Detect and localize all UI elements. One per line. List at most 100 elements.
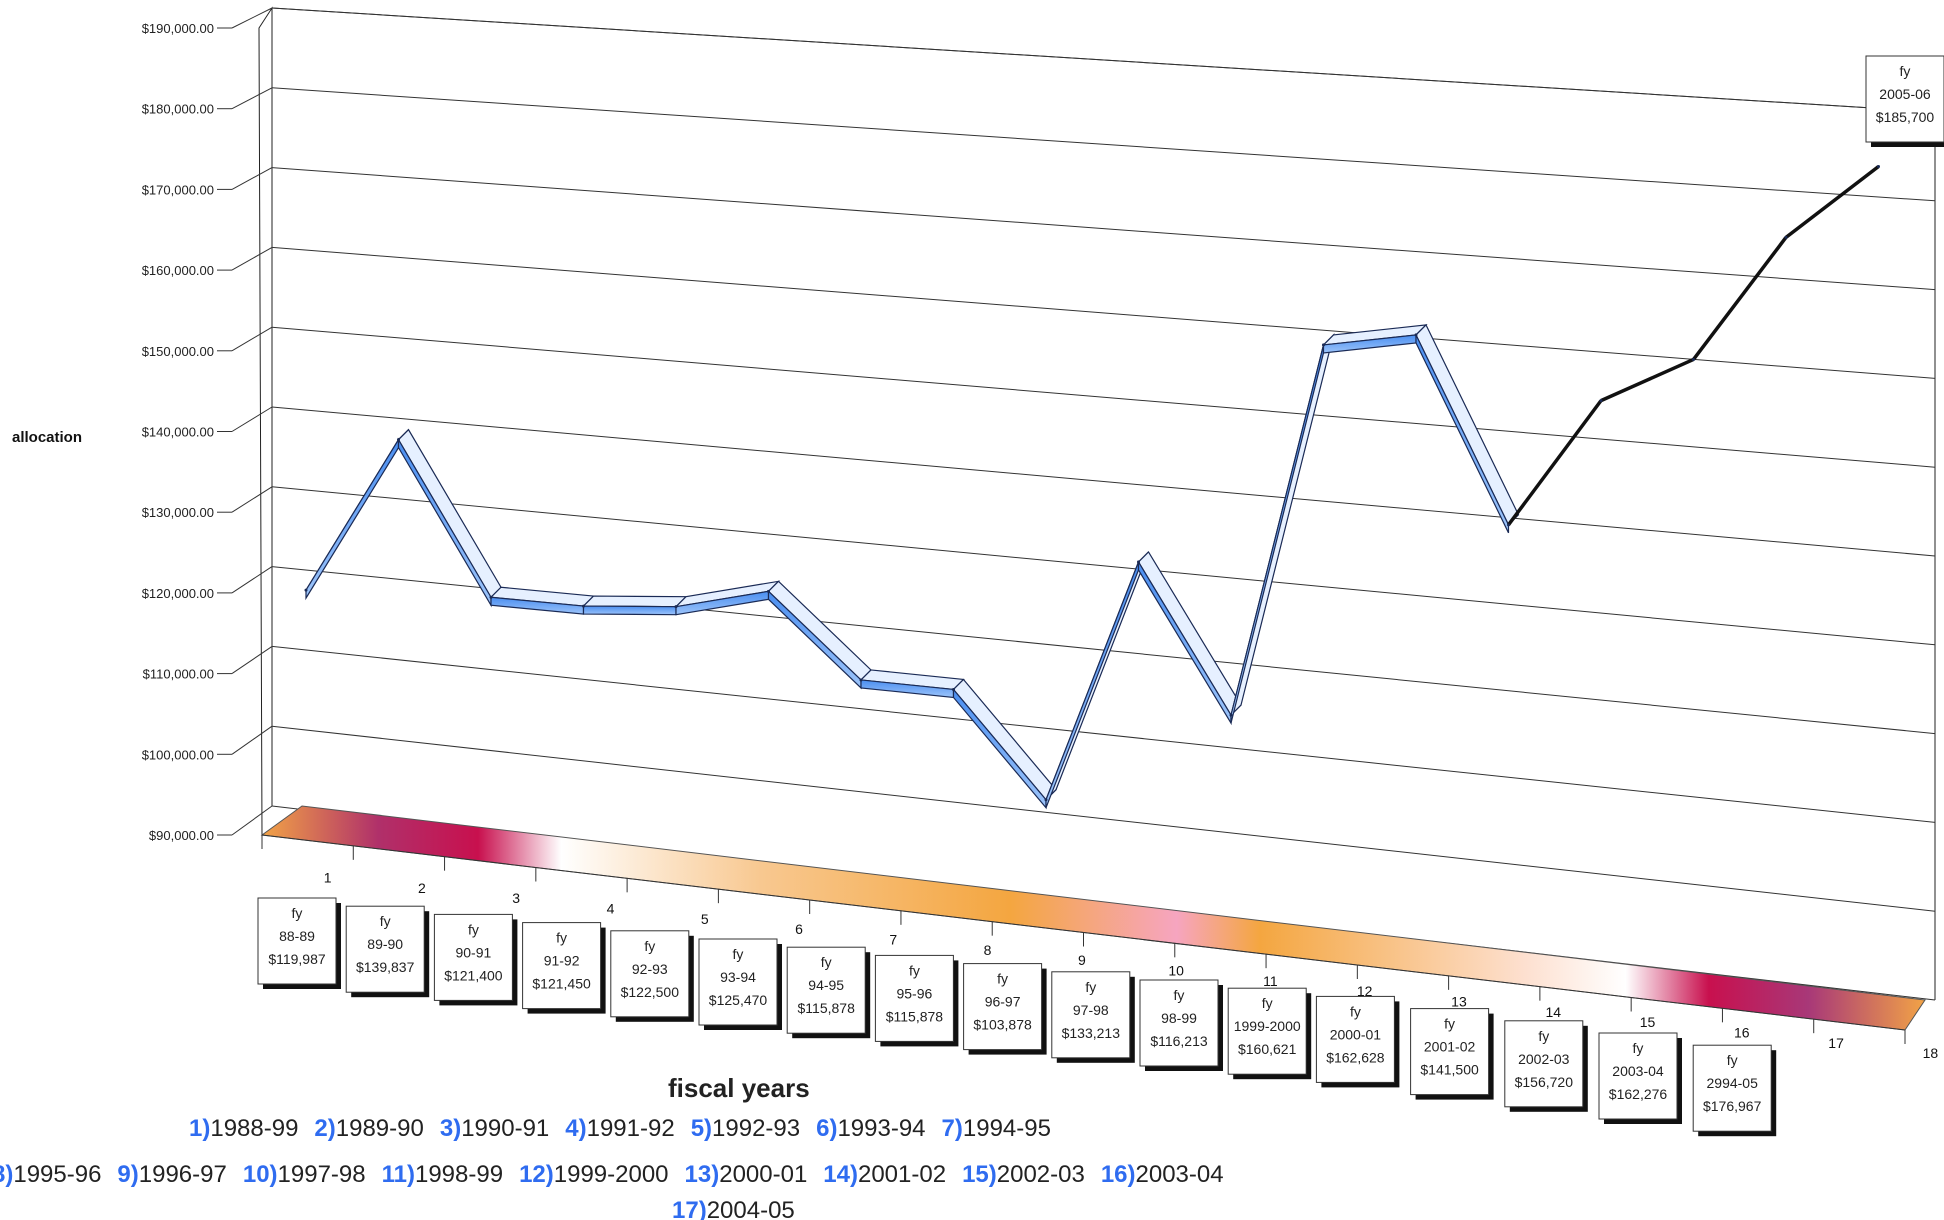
y-tick-connector — [231, 326, 273, 352]
y-tick-label: $170,000.00 — [142, 182, 214, 197]
callout-text: $121,450 — [532, 976, 591, 992]
callout-box — [433, 913, 513, 1001]
x-tick-label: 9 — [1078, 952, 1086, 968]
gridline — [271, 87, 1936, 202]
series-point — [1044, 798, 1048, 802]
legend-year: 1992-93 — [712, 1115, 800, 1142]
legend-number: 11) — [382, 1161, 415, 1188]
legend-year: 1989-90 — [336, 1115, 424, 1142]
callout-box — [1315, 995, 1395, 1083]
callout-text: $116,213 — [1150, 1033, 1208, 1049]
callout-text: fy — [1727, 1052, 1738, 1068]
series-segment-line — [1507, 399, 1603, 526]
callout-text: fy — [1444, 1016, 1455, 1032]
series-segment-side — [582, 605, 677, 616]
legend-year: 1994-95 — [963, 1115, 1051, 1142]
legend-number: 10) — [243, 1161, 278, 1188]
callout-box — [698, 938, 778, 1026]
callout-text: $162,628 — [1326, 1049, 1385, 1065]
callout-text: 93-94 — [720, 969, 756, 985]
series-point — [304, 588, 308, 592]
legend: 1)1988-99 2)1989-90 3)1990-91 4)1991-92 5)19… — [0, 1115, 1224, 1220]
gridline — [271, 725, 1936, 912]
legend-number: 2) — [314, 1115, 335, 1142]
series-segment-top — [952, 678, 1057, 801]
y-tick-label: $120,000.00 — [142, 586, 214, 601]
callout-box — [1139, 979, 1219, 1067]
y-tick-connector — [231, 725, 273, 755]
callout-text: fy — [380, 913, 391, 929]
series-segment-top — [397, 428, 502, 599]
callout-text: 97-98 — [1073, 1002, 1109, 1018]
y-tick-label: $90,000.00 — [149, 828, 214, 843]
legend-number: 17) — [672, 1197, 707, 1220]
legend-number: 6) — [816, 1115, 837, 1142]
callout-text: 90-91 — [455, 944, 491, 960]
y-tick-connector — [231, 87, 273, 110]
series-point — [952, 687, 955, 691]
x-tick-label: 14 — [1545, 1004, 1561, 1020]
callout-text: 98-99 — [1161, 1010, 1197, 1026]
y-tick-label: $150,000.00 — [142, 344, 214, 359]
callout-text: 2002-03 — [1518, 1051, 1570, 1067]
callout-text: 2000-01 — [1330, 1026, 1382, 1042]
legend-number: 13) — [685, 1161, 720, 1188]
legend-year: 2004-05 — [707, 1197, 795, 1220]
y-axis: $90,000.00 $100,000.00 $110,000.00 $120,000… — [142, 7, 273, 843]
series-point — [1414, 333, 1418, 337]
callout-text: fy — [292, 905, 303, 921]
x-tick-label: 18 — [1923, 1045, 1939, 1061]
callout-text: fy — [733, 946, 744, 962]
series-segment-top — [1137, 551, 1242, 717]
legend-year: 1995-96 — [13, 1161, 101, 1188]
legend-year: 1997-98 — [278, 1161, 366, 1188]
legend-year: 2000-01 — [719, 1161, 807, 1188]
callout-text: $176,967 — [1703, 1098, 1762, 1114]
legend-year: 1993-94 — [837, 1115, 925, 1142]
callout-text: $160,621 — [1238, 1041, 1297, 1057]
callout-box — [1410, 1008, 1490, 1096]
legend-number: 4) — [565, 1115, 586, 1142]
gridline — [271, 326, 1936, 468]
callout-text: 96-97 — [985, 994, 1021, 1010]
callout-text: fy — [1633, 1040, 1644, 1056]
callout-text: $162,276 — [1609, 1086, 1668, 1102]
y-tick-connector — [231, 805, 273, 836]
y-tick-label: $190,000.00 — [142, 21, 214, 36]
legend-year: 2001-02 — [858, 1161, 946, 1188]
legend-number: 7) — [942, 1115, 963, 1142]
series-segment-side — [1045, 561, 1140, 808]
legend-year: 1998-99 — [415, 1161, 503, 1188]
callout-text: $115,878 — [798, 1000, 856, 1016]
callout-text: $121,400 — [444, 967, 503, 983]
y-tick-label: $160,000.00 — [142, 263, 214, 278]
callout-text: 95-96 — [896, 985, 932, 1001]
callout-text: $133,213 — [1062, 1025, 1121, 1041]
callout-text: $103,878 — [973, 1017, 1032, 1033]
callout-text: $156,720 — [1515, 1074, 1574, 1090]
legend-year: 1996-97 — [139, 1161, 227, 1188]
callout-text: 2001-02 — [1424, 1039, 1476, 1055]
callout-text: 88-89 — [279, 928, 315, 944]
gridline — [271, 406, 1936, 557]
callout-text: $185,700 — [1876, 109, 1935, 125]
x-tick-label: 2 — [418, 880, 426, 896]
callout-box — [610, 930, 690, 1018]
callout-text: fy — [909, 962, 920, 978]
x-tick-label: 10 — [1168, 962, 1184, 978]
gridlines — [271, 7, 1936, 1001]
legend-row: 17)2004-05 — [672, 1197, 795, 1220]
series-point — [582, 604, 585, 608]
callout-box — [257, 897, 337, 985]
gridline — [271, 167, 1936, 291]
series-segment-top — [767, 580, 872, 681]
y-tick-label: $100,000.00 — [142, 747, 214, 762]
x-tick-label: 4 — [607, 900, 615, 916]
callout-text: fy — [644, 938, 655, 954]
series-point — [1692, 357, 1695, 361]
callout-text: $139,837 — [356, 959, 415, 975]
legend-number: 8) — [0, 1161, 13, 1188]
series-point — [1599, 399, 1603, 403]
